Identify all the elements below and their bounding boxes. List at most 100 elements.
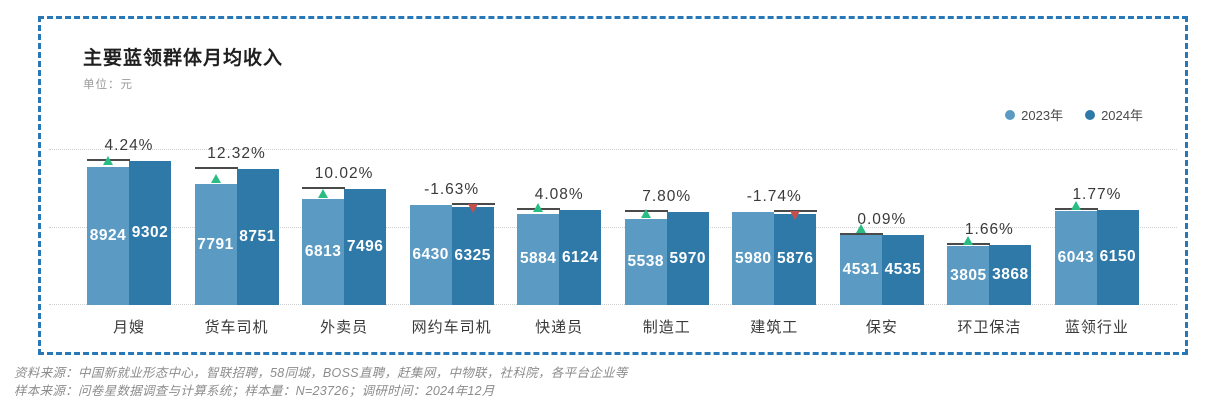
gridline-0: [49, 304, 1177, 305]
value-label-2023: 5884: [519, 250, 557, 268]
value-label-2023: 6430: [412, 246, 449, 264]
legend-dot-2024-icon: [1085, 109, 1096, 120]
x-axis-label: 货车司机: [204, 319, 269, 336]
value-label-2023: 4531: [842, 260, 880, 278]
legend-item-2024: 2024年: [1085, 105, 1143, 124]
increase-arrow-icon: [640, 208, 651, 218]
bar-2024: [344, 188, 387, 305]
bar-2023: [732, 212, 775, 305]
x-axis-label: 外卖员: [320, 319, 369, 336]
bar-2023: [302, 199, 345, 305]
x-axis-label: 制造工: [642, 319, 691, 336]
bar-2023: [947, 246, 990, 305]
legend-label-2023: 2023年: [1021, 108, 1064, 123]
bar-2024: [129, 160, 171, 305]
change-percent-label: 10.02%: [314, 164, 374, 182]
increase-arrow-icon: [855, 224, 866, 234]
increase-arrow-icon: [103, 156, 113, 166]
bar-group-9: 6043 6150 1.77% 蓝领行业: [1054, 135, 1139, 336]
bar-group-2: 6813 7496 10.02% 外卖员: [302, 135, 387, 336]
plot-area: 8924 9302 4.24% 月嫂 7791 8751 12.32% 货车司机 6813 749…: [49, 135, 1177, 336]
value-label-2023: 5538: [627, 253, 664, 271]
bar-2024: [236, 169, 279, 305]
value-label-2023: 7791: [197, 235, 234, 253]
bar-group-0: 8924 9302 4.24% 月嫂: [87, 135, 171, 336]
bar-group-7: 4531 4535 0.09% 保安: [839, 135, 924, 336]
change-percent-label: 4.24%: [104, 136, 154, 154]
change-percent-label: 4.08%: [534, 186, 584, 204]
bars-strip: 8924 9302 4.24% 月嫂 7791 8751 12.32% 货车司机 6813 749…: [61, 135, 1165, 336]
bar-group-3: 6430 6325 -1.63% 网约车司机: [409, 135, 495, 336]
value-label-2024: 7496: [346, 237, 384, 255]
increase-arrow-icon: [318, 188, 329, 198]
gridline-5000: [49, 226, 1177, 228]
x-axis-label: 环卫保洁: [957, 319, 1022, 336]
x-axis-label: 网约车司机: [411, 319, 492, 336]
bar-2023: [409, 205, 452, 305]
legend-item-2023: 2023年: [1005, 105, 1063, 124]
bar-2024: [989, 245, 1032, 305]
bar-2024: [666, 212, 709, 305]
value-label-2023: 8924: [89, 226, 127, 244]
legend-label-2024: 2024年: [1101, 108, 1143, 123]
bar-2024: [559, 210, 602, 305]
bar-2023: [839, 234, 882, 305]
value-label-2023: 6813: [304, 243, 342, 261]
chart-unit-label: 单位：元: [83, 79, 133, 91]
change-percent-label: 12.32%: [207, 145, 266, 163]
bar-2023: [624, 219, 667, 305]
bar-2024: [451, 206, 494, 305]
bar-2023: [517, 213, 560, 305]
bar-group-5: 5538 5970 7.80% 制造工: [624, 135, 709, 336]
bar-2024: [774, 213, 817, 305]
change-percent-label: -1.63%: [424, 181, 480, 199]
x-axis-label: 蓝领行业: [1064, 319, 1129, 336]
bar-2023: [87, 166, 129, 305]
change-percent-label: 1.66%: [964, 221, 1014, 239]
value-label-2024: 8751: [239, 228, 276, 246]
x-axis-label: 月嫂: [112, 319, 145, 336]
value-label-2023: 3805: [950, 266, 987, 284]
decrease-arrow-icon: [467, 203, 478, 213]
chart-panel: 主要蓝领群体月均收入 单位：元 2023年 2024年 8924 9302 4.24…: [38, 16, 1188, 355]
legend-dot-2023-icon: [1005, 109, 1016, 120]
bar-group-1: 7791 8751 12.32% 货车司机: [194, 135, 279, 336]
decrease-arrow-icon: [790, 210, 801, 220]
change-percent-label: 1.77%: [1072, 185, 1122, 203]
change-cap-line: [194, 167, 238, 170]
value-label-2023: 5980: [735, 249, 772, 267]
x-axis-label: 快递员: [535, 319, 584, 336]
increase-arrow-icon: [1070, 200, 1081, 210]
value-label-2024: 5970: [669, 249, 706, 267]
value-label-2024: 3868: [992, 266, 1029, 284]
bar-group-6: 5980 5876 -1.74% 建筑工: [732, 135, 818, 336]
increase-arrow-icon: [210, 173, 221, 183]
value-label-2024: 6325: [454, 246, 491, 264]
bar-2024: [881, 234, 924, 305]
change-percent-label: 7.80%: [642, 188, 692, 206]
value-label-2024: 6150: [1099, 248, 1137, 266]
value-label-2024: 6124: [561, 248, 599, 266]
x-axis-label: 保安: [865, 319, 898, 336]
change-percent-label: -1.74%: [746, 188, 802, 206]
change-cap-line: [302, 186, 346, 189]
increase-arrow-icon: [533, 203, 544, 213]
bar-group-8: 3805 3868 1.66% 环卫保洁: [947, 135, 1032, 336]
gridline-10000: [49, 149, 1177, 150]
value-label-2024: 5876: [777, 250, 814, 268]
value-label-2023: 6043: [1057, 249, 1095, 267]
source-line-2: 样本来源：问卷星数据调查与计算系统；样本量：N=23726；调研时间：2024年…: [14, 384, 495, 399]
bar-group-4: 5884 6124 4.08% 快递员: [517, 135, 602, 336]
value-label-2024: 4535: [884, 260, 922, 278]
bar-2023: [194, 184, 237, 305]
chart-title: 主要蓝领群体月均收入: [83, 48, 284, 69]
legend: 2023年 2024年: [1005, 105, 1143, 124]
change-cap-line: [839, 232, 883, 235]
source-line-1: 资料来源：中国新就业形态中心，智联招聘，58同城，BOSS直聘，赶集网，中物联，…: [14, 366, 628, 380]
change-percent-label: 0.09%: [857, 210, 907, 228]
chart-header: 主要蓝领群体月均收入 单位：元: [83, 43, 283, 92]
increase-arrow-icon: [963, 235, 974, 245]
source-notes: 资料来源：中国新就业形态中心，智联招聘，58同城，BOSS直聘，赶集网，中物联，…: [14, 364, 628, 400]
bar-2024: [1096, 209, 1139, 305]
value-label-2024: 9302: [131, 223, 169, 241]
